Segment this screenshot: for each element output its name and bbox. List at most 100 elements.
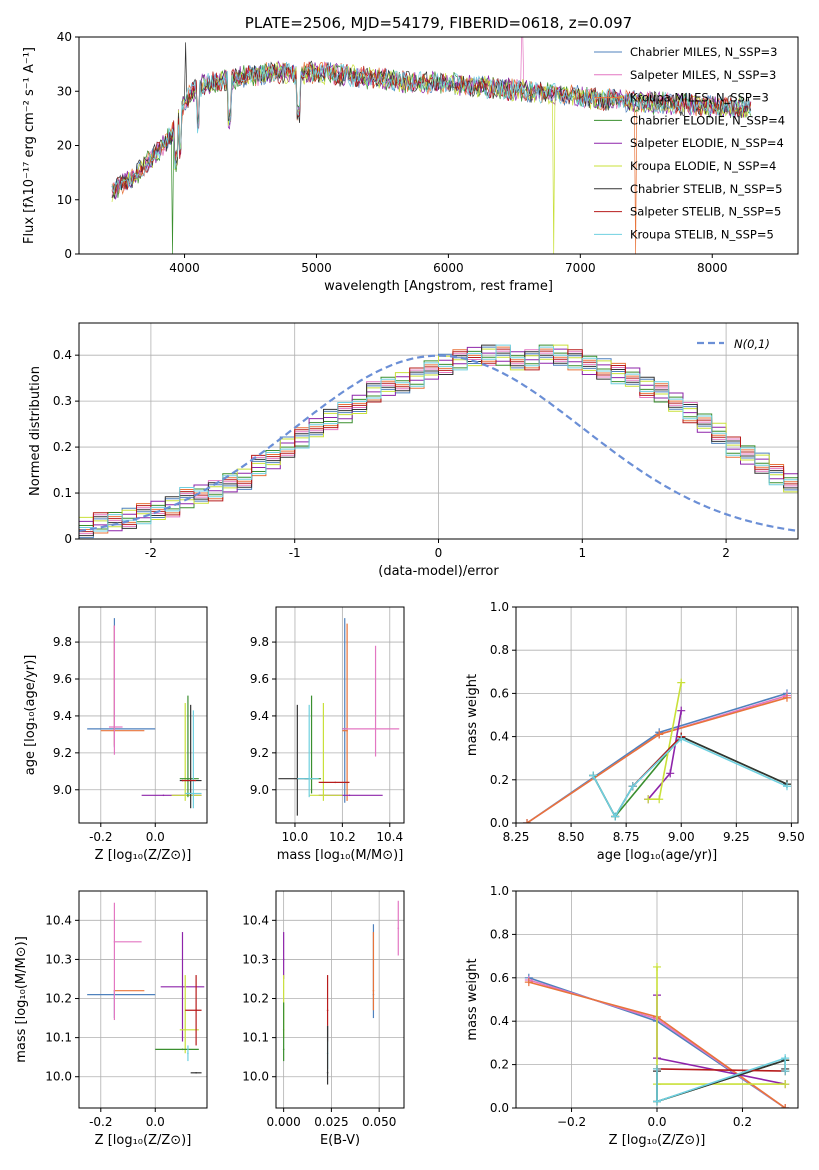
x-axis-label: wavelength [Angstrom, rest frame] <box>324 279 553 294</box>
y-tick-label: 10.0 <box>242 1070 269 1084</box>
x-tick-label: 7000 <box>565 261 596 275</box>
series-line <box>656 1068 786 1072</box>
y-tick-label: 10 <box>57 193 72 207</box>
y-tick-label: 9.0 <box>250 783 269 797</box>
data-marker <box>781 1054 790 1063</box>
plot-area <box>111 37 752 254</box>
y-tick-label: 20 <box>57 139 72 153</box>
axes-frame <box>78 890 208 1109</box>
data-point <box>326 1009 329 1012</box>
data-marker <box>781 1067 790 1076</box>
data-point <box>181 1048 184 1051</box>
series-line <box>111 61 752 193</box>
y-tick-label: 1.0 <box>490 600 509 614</box>
y-axis-label: age [log₁₀(age/yr)] <box>23 655 38 776</box>
x-tick-label: 0.2 <box>733 1115 752 1129</box>
legend-entry: N(0,1) <box>734 337 770 351</box>
x-axis-label: (data-model)/error <box>378 564 499 579</box>
data-point <box>282 1048 285 1051</box>
x-tick-label: 8.75 <box>613 830 640 844</box>
x-tick-label: 6000 <box>433 261 464 275</box>
data-marker <box>655 730 664 739</box>
data-point <box>162 794 165 797</box>
panel-age_vs_mass: 10.0 10.2 10.4 9.0 9.2 9.4 9.6 9.8 mass [log₁₀(M… <box>250 606 405 863</box>
data-point <box>195 1009 197 1012</box>
data-point <box>192 792 195 795</box>
data-marker <box>677 706 686 715</box>
data-marker <box>782 693 791 702</box>
data-point <box>346 729 348 732</box>
data-marker <box>655 795 664 804</box>
legend-entry: Chabrier MILES, N_SSP=3 <box>630 45 777 59</box>
x-tick-label: 1 <box>578 546 586 560</box>
x-tick-label: 4000 <box>169 261 200 275</box>
x-tick-label: 8.50 <box>558 830 585 844</box>
data-marker <box>589 771 598 780</box>
x-tick-label: 8.25 <box>503 830 530 844</box>
x-tick-label: -0.2 <box>89 830 112 844</box>
histogram-series <box>79 346 798 539</box>
data-marker <box>653 1064 661 1073</box>
histogram-series <box>79 348 798 533</box>
panel-mass_weight_vs_age: 8.25 8.50 8.75 9.00 9.25 9.50 0.0 0.2 0.4 0.6 0.8 1… <box>465 600 805 863</box>
x-axis-label: Z [log₁₀(Z/Z⊙)] <box>609 1133 706 1148</box>
x-tick-label: 5000 <box>301 261 332 275</box>
y-axis-label: mass weight <box>465 674 480 756</box>
y-tick-label: 10.4 <box>45 913 72 927</box>
data-point <box>195 1072 197 1074</box>
legend-entry: Chabrier STELIB, N_SSP=5 <box>630 182 782 196</box>
axes-frame <box>515 890 799 1109</box>
y-tick-label: 9.0 <box>53 783 72 797</box>
x-tick-label: 0.000 <box>266 1115 300 1129</box>
x-tick-label: 10.0 <box>282 830 309 844</box>
series-line <box>656 1056 786 1103</box>
axes-frame <box>78 36 799 255</box>
data-marker <box>677 734 686 743</box>
x-axis-label: Z [log₁₀(Z/Z⊙)] <box>95 1133 192 1148</box>
axes-frame <box>275 890 405 1109</box>
legend-entry: Kroupa STELIB, N_SSP=5 <box>630 227 774 241</box>
data-point <box>326 1072 329 1074</box>
y-tick-label: 0 <box>64 532 72 546</box>
x-tick-label: -0.2 <box>89 1115 112 1129</box>
data-point <box>282 958 285 961</box>
y-tick-label: 0.2 <box>490 773 509 787</box>
normal-reference-line <box>79 354 798 532</box>
y-tick-label: 1.0 <box>490 884 509 898</box>
data-marker <box>677 678 686 687</box>
y-tick-label: 10.4 <box>242 913 269 927</box>
plot-area <box>524 962 790 1108</box>
plot-area <box>87 902 205 1074</box>
x-tick-label: 0.0 <box>647 1115 666 1129</box>
y-tick-label: 0.2 <box>490 1058 509 1072</box>
data-marker <box>666 769 675 778</box>
x-tick-label: 0.0 <box>146 830 165 844</box>
series-line <box>526 692 788 823</box>
data-point <box>374 728 377 730</box>
axes-frame <box>78 322 799 540</box>
data-point <box>184 1029 187 1031</box>
data-marker <box>523 819 532 823</box>
x-tick-label: 2 <box>722 546 730 560</box>
y-tick-label: 0.8 <box>490 927 509 941</box>
data-point <box>397 927 400 929</box>
series-line <box>526 694 788 823</box>
y-tick-label: 0.6 <box>490 686 509 700</box>
legend-entry: Salpeter ELODIE, N_SSP=4 <box>630 136 784 150</box>
y-tick-label: 10.3 <box>45 952 72 966</box>
panel-spectrum: 4000 5000 6000 7000 8000 0 10 20 30 40 wavelength … <box>22 14 799 294</box>
x-tick-label: 0 <box>435 546 443 560</box>
data-marker <box>524 978 533 987</box>
x-tick-label: 9.00 <box>668 830 695 844</box>
y-tick-label: 0.8 <box>490 643 509 657</box>
y-tick-label: 40 <box>57 30 72 44</box>
x-tick-label: 0.025 <box>314 1115 348 1129</box>
y-tick-label: 0.2 <box>53 440 72 454</box>
data-point <box>181 985 184 988</box>
y-tick-label: 10.0 <box>45 1070 72 1084</box>
y-tick-label: 0.4 <box>53 348 72 362</box>
y-tick-label: 0.1 <box>53 486 72 500</box>
series-line <box>592 737 788 819</box>
y-tick-label: 9.6 <box>250 672 269 686</box>
